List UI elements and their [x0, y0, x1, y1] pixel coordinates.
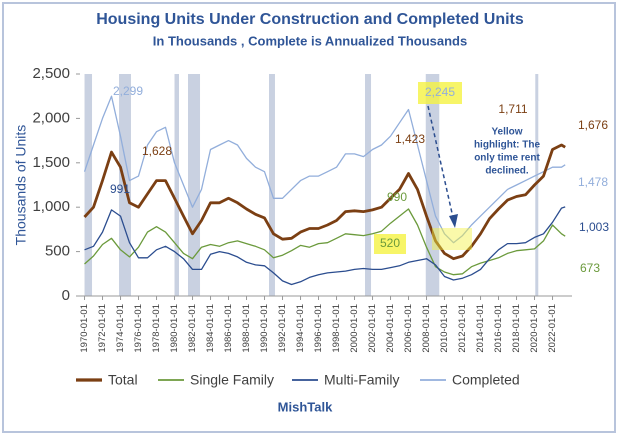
- shaded-period: [535, 74, 539, 296]
- y-tick-label: 2,500: [32, 65, 70, 82]
- y-tick-label: 0: [62, 287, 70, 304]
- legend-label: Total: [108, 372, 138, 388]
- x-tick-label: 2020-01-01: [529, 304, 540, 353]
- x-tick-label: 1982-01-01: [187, 304, 198, 353]
- note: highlight: The: [474, 140, 541, 151]
- x-tick-label: 1970-01-01: [79, 304, 90, 353]
- chart-title: Housing Units Under Construction and Com…: [96, 11, 524, 28]
- x-tick-label: 1988-01-01: [241, 304, 252, 353]
- legend-label: Multi-Family: [324, 372, 399, 388]
- x-tick-label: 2012-01-01: [457, 304, 468, 353]
- annotation: 1,711: [498, 102, 527, 116]
- x-tick-label: 1992-01-01: [277, 304, 288, 353]
- annotation: 520: [380, 236, 400, 250]
- x-tick-label: 2016-01-01: [493, 304, 504, 353]
- note: only time rent: [474, 153, 540, 164]
- x-tick-label: 2000-01-01: [349, 304, 360, 353]
- x-tick-label: 1986-01-01: [223, 304, 234, 353]
- legend-label: Single Family: [190, 372, 274, 388]
- x-tick-label: 1994-01-01: [295, 304, 306, 353]
- series-line: [83, 143, 566, 261]
- series-line: [84, 208, 566, 276]
- y-tick-label: 500: [45, 243, 70, 260]
- legend-label: Completed: [452, 372, 520, 388]
- chart-subtitle: In Thousands , Complete is Annualized Th…: [153, 33, 467, 48]
- annotation: 990: [387, 190, 407, 204]
- x-tick-label: 1980-01-01: [169, 304, 180, 353]
- x-tick-label: 1998-01-01: [331, 304, 342, 353]
- x-tick-label: 1996-01-01: [313, 304, 324, 353]
- x-tick-label: 2010-01-01: [439, 304, 450, 353]
- y-tick-label: 1,000: [32, 198, 70, 215]
- x-tick-label: 1978-01-01: [151, 304, 162, 353]
- annotation: 1,478: [578, 175, 608, 189]
- arrow-head: [449, 214, 458, 228]
- note: declined.: [485, 166, 529, 177]
- series-line: [84, 206, 566, 286]
- source: MishTalk: [278, 399, 333, 414]
- annotation: 2,245: [425, 85, 455, 99]
- y-tick-label: 1,500: [32, 154, 70, 171]
- annotation: 1,423: [395, 132, 425, 146]
- annotation: 991: [110, 182, 130, 196]
- x-tick-label: 1976-01-01: [133, 304, 144, 353]
- x-tick-label: 1984-01-01: [205, 304, 216, 353]
- shaded-period: [188, 74, 201, 296]
- x-tick-label: 2018-01-01: [511, 304, 522, 353]
- y-tick-label: 2,000: [32, 109, 70, 126]
- shaded-period: [268, 74, 275, 296]
- series-line: [83, 95, 566, 244]
- annotation: 1,676: [578, 118, 608, 132]
- annotation: 1,628: [142, 144, 172, 158]
- highlight: [374, 234, 406, 254]
- x-tick-label: 1972-01-01: [97, 304, 108, 353]
- frame: [2, 2, 616, 433]
- highlight: [418, 82, 462, 104]
- x-tick-label: 2022-01-01: [547, 304, 558, 353]
- x-tick-label: 2006-01-01: [403, 304, 414, 353]
- shaded-period: [84, 74, 93, 296]
- annotation: 673: [580, 261, 600, 275]
- x-tick-label: 1974-01-01: [115, 304, 126, 353]
- shaded-period: [364, 74, 372, 296]
- x-tick-label: 2008-01-01: [421, 304, 432, 353]
- note: Yellow: [491, 127, 522, 138]
- x-tick-label: 1990-01-01: [259, 304, 270, 353]
- x-tick-label: 2004-01-01: [385, 304, 396, 353]
- highlight: [432, 228, 472, 250]
- arrow: [427, 105, 455, 223]
- annotation: 1,003: [579, 220, 609, 234]
- annotation: 2,299: [113, 84, 143, 98]
- x-tick-label: 2014-01-01: [475, 304, 486, 353]
- y-axis-label: Thousands of Units: [13, 125, 29, 246]
- shaded-period: [174, 74, 180, 296]
- x-tick-label: 2002-01-01: [367, 304, 378, 353]
